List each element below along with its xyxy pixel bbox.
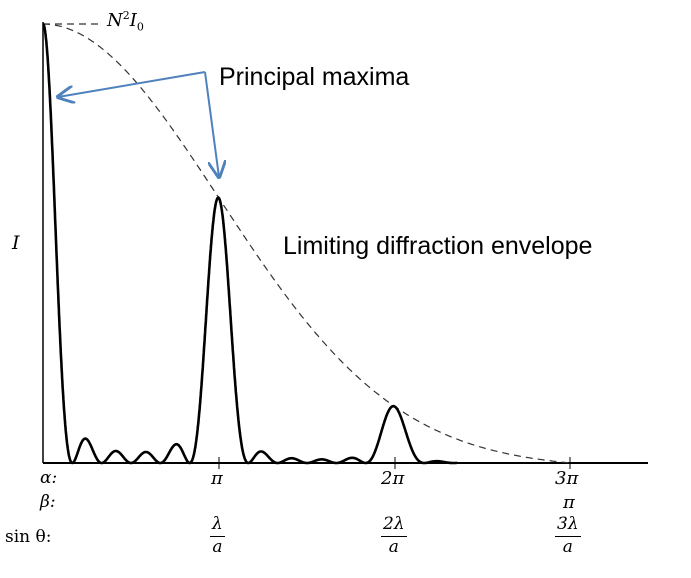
sin-theta-tick-1-denominator: a [212,536,223,557]
y-axis-label: I [12,232,20,254]
alpha-tick-pi: π [211,468,223,489]
peak-label-exponent: 2 [122,9,130,22]
sin-theta-tick-2-denominator: a [388,536,399,557]
peak-label-i: I [129,10,137,31]
principal-maxima-arrow [58,71,206,97]
sin-theta-tick-3-denominator: a [562,536,573,557]
beta-tick-pi: π [563,492,575,513]
alpha-row-label: α: [40,468,58,488]
sin-theta-row-label: sin θ: [5,527,52,547]
principal-maxima-label: Principal maxima [219,63,410,91]
alpha-tick-2pi: 2π [381,468,405,489]
sin-theta-tick-2-numerator: 2λ [381,514,407,537]
peak-label-n: N [107,10,123,31]
sin-theta-tick-1: λ a [210,514,225,557]
sin-theta-tick-2: 2λ a [381,514,407,557]
sin-theta-tick-1-numerator: λ [210,514,225,537]
envelope-label: Limiting diffraction envelope [283,232,593,260]
sin-theta-tick-3-numerator: 3λ [555,514,581,537]
principal-maxima-arrow [204,71,219,177]
sin-theta-tick-3: 3λ a [555,514,581,557]
diffraction-envelope-curve [43,23,572,464]
beta-row-label: β: [40,492,56,512]
alpha-tick-3pi: 3π [555,468,579,489]
peak-label-subscript: 0 [136,20,144,34]
intensity-curve [42,22,458,465]
peak-intensity-label: N2I0 [107,9,144,34]
